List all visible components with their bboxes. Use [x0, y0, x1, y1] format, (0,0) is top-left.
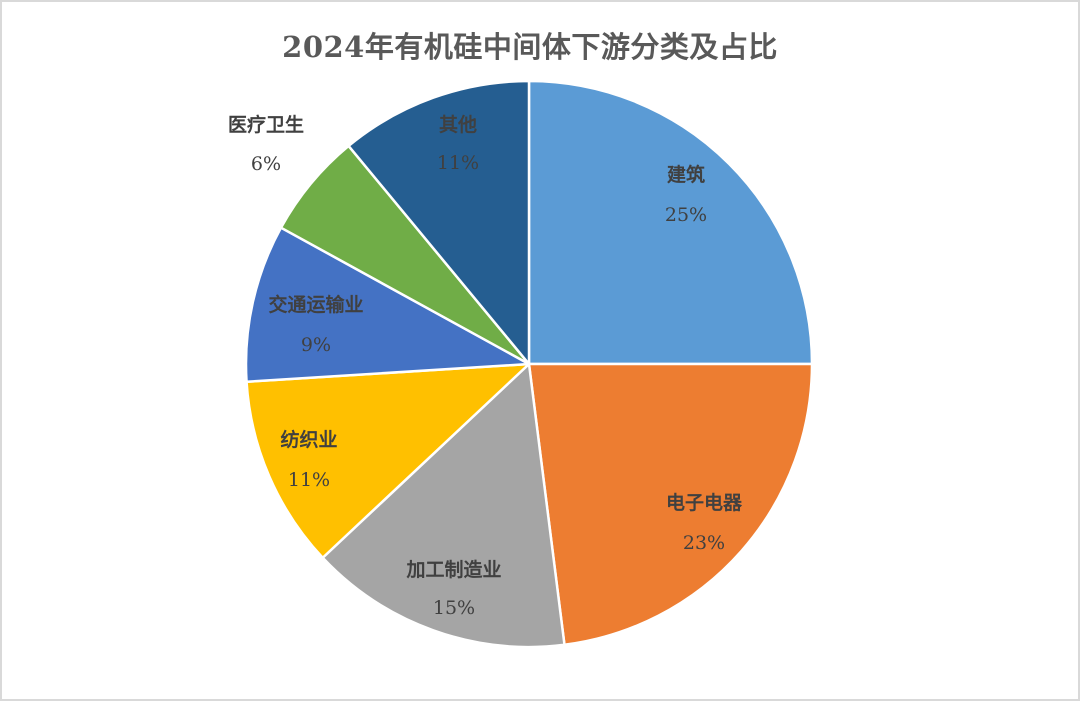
slice-label-value: 9%	[301, 334, 331, 356]
slice-label-name: 医疗卫生	[228, 113, 304, 136]
slice-label-name: 建筑	[667, 163, 705, 186]
slice-label-value: 11%	[288, 469, 330, 491]
slice-label-name: 电子电器	[666, 491, 743, 514]
slice-label-value: 25%	[665, 204, 707, 226]
slice-label-name: 加工制造业	[405, 558, 501, 581]
pie-slice-1	[527, 362, 814, 647]
pie-slice-6	[347, 79, 531, 366]
pie-slices	[244, 79, 814, 649]
chart-title: 2024年有机硅中间体下游分类及占比	[282, 30, 778, 64]
slice-label-value: 6%	[251, 153, 281, 175]
pie-slice-2	[321, 362, 566, 649]
slice-label-value: 11%	[437, 152, 479, 174]
slice-label-name: 交通运输业	[268, 293, 363, 316]
slice-label-value: 15%	[433, 597, 475, 619]
pie-slice-0	[527, 79, 814, 366]
pie-slice-4	[244, 226, 531, 384]
slice-label-name: 纺织业	[280, 428, 337, 451]
slice-label-value: 23%	[683, 532, 725, 554]
pie-slice-3	[245, 362, 531, 559]
slice-label-name: 其他	[439, 113, 477, 136]
